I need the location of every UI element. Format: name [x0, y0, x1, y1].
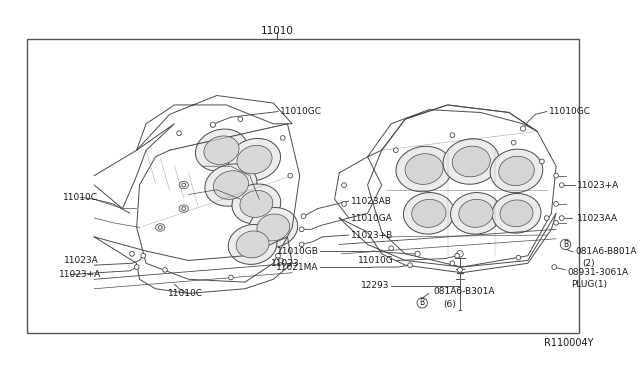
Bar [27, 39, 579, 333]
Circle shape [280, 135, 285, 140]
Text: PLUG(1): PLUG(1) [571, 279, 607, 289]
Text: 11010: 11010 [261, 26, 294, 36]
Text: 081A6-B801A: 081A6-B801A [575, 247, 636, 256]
Ellipse shape [492, 193, 541, 233]
Circle shape [388, 246, 394, 251]
Text: 11023AB: 11023AB [351, 196, 392, 206]
Circle shape [554, 173, 559, 178]
Ellipse shape [443, 139, 499, 184]
Text: 11023AA: 11023AA [577, 214, 618, 222]
Circle shape [450, 261, 455, 266]
Ellipse shape [236, 231, 269, 258]
Text: 11010G: 11010G [358, 256, 394, 265]
Ellipse shape [249, 208, 298, 247]
Text: B: B [563, 240, 568, 249]
Circle shape [182, 183, 186, 187]
Circle shape [182, 207, 186, 211]
Text: 08931-3061A: 08931-3061A [568, 268, 628, 277]
Ellipse shape [490, 149, 543, 193]
Text: 081A6-B301A: 081A6-B301A [433, 287, 495, 296]
Circle shape [134, 265, 139, 269]
Circle shape [457, 251, 463, 257]
Circle shape [342, 202, 346, 206]
Circle shape [394, 148, 398, 153]
Circle shape [288, 173, 292, 178]
Text: 11010GB: 11010GB [276, 247, 319, 256]
Circle shape [511, 140, 516, 145]
Circle shape [278, 258, 284, 263]
Text: 11010GC: 11010GC [548, 107, 591, 116]
Ellipse shape [452, 146, 490, 177]
Ellipse shape [204, 136, 239, 164]
Circle shape [211, 122, 216, 127]
Text: 11010C: 11010C [63, 193, 98, 202]
Circle shape [520, 126, 525, 131]
Circle shape [450, 133, 455, 138]
Ellipse shape [232, 184, 281, 224]
Text: R110004Y: R110004Y [544, 338, 594, 348]
Circle shape [417, 298, 428, 308]
Circle shape [516, 255, 521, 260]
Circle shape [560, 239, 571, 250]
Circle shape [177, 131, 181, 135]
Ellipse shape [179, 205, 189, 212]
Text: 11023A: 11023A [64, 256, 99, 265]
Ellipse shape [396, 146, 452, 192]
Circle shape [228, 275, 233, 280]
Circle shape [455, 253, 460, 258]
Ellipse shape [500, 200, 533, 227]
Text: 11021MA: 11021MA [276, 263, 319, 272]
Circle shape [540, 159, 544, 164]
Ellipse shape [213, 171, 248, 199]
Ellipse shape [205, 164, 257, 206]
Ellipse shape [179, 181, 189, 189]
Circle shape [163, 267, 167, 272]
Ellipse shape [237, 145, 272, 174]
Circle shape [158, 225, 162, 230]
Circle shape [238, 117, 243, 121]
Circle shape [559, 216, 564, 220]
Text: 11010C: 11010C [168, 289, 203, 298]
Ellipse shape [499, 156, 534, 186]
Circle shape [300, 242, 304, 247]
Circle shape [554, 202, 559, 206]
Ellipse shape [459, 199, 493, 227]
Ellipse shape [405, 154, 443, 185]
Ellipse shape [195, 129, 248, 171]
Text: 12293: 12293 [361, 281, 389, 291]
Text: 11023+A: 11023+A [60, 270, 102, 279]
Circle shape [300, 227, 304, 232]
Text: B: B [420, 298, 425, 307]
Circle shape [559, 183, 564, 187]
Text: 11023+A: 11023+A [577, 180, 619, 190]
Circle shape [554, 220, 559, 225]
Text: (6): (6) [443, 300, 456, 309]
Circle shape [552, 265, 557, 269]
Ellipse shape [257, 214, 290, 241]
Ellipse shape [403, 193, 454, 234]
Circle shape [129, 251, 134, 256]
Circle shape [342, 183, 346, 187]
Ellipse shape [412, 199, 446, 227]
Circle shape [415, 251, 420, 257]
Circle shape [408, 263, 412, 267]
Ellipse shape [156, 224, 165, 231]
Circle shape [301, 214, 306, 218]
Circle shape [544, 216, 549, 220]
Text: 11010GC: 11010GC [280, 107, 322, 116]
Ellipse shape [451, 193, 501, 234]
Circle shape [276, 253, 280, 258]
Text: (2): (2) [582, 259, 595, 268]
Text: 11023+B: 11023+B [351, 231, 393, 240]
Text: 11023: 11023 [271, 259, 299, 268]
Ellipse shape [228, 138, 280, 181]
Ellipse shape [228, 224, 277, 264]
Ellipse shape [240, 190, 273, 217]
Circle shape [458, 267, 462, 272]
Text: 11010GA: 11010GA [351, 214, 392, 222]
Circle shape [141, 253, 146, 258]
